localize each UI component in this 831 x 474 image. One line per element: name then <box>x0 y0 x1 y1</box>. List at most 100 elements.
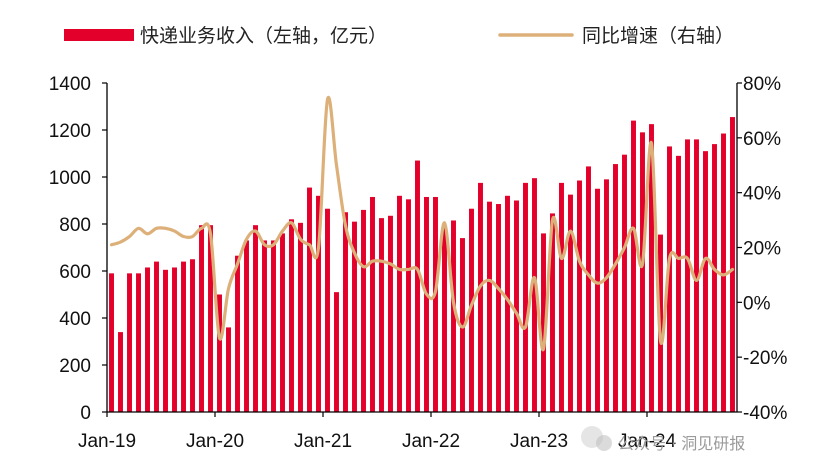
bar <box>676 155 681 412</box>
bar <box>712 144 717 412</box>
bar <box>406 199 411 412</box>
bar <box>190 259 195 412</box>
tick-labels: 0 200 400 600 800 1000 1200 1400 -40% -20% 0% 20% 40… <box>49 74 788 452</box>
bar <box>415 160 420 412</box>
left-axis-tick-label: 0 <box>80 403 91 424</box>
axes <box>102 82 742 417</box>
right-axis-tick-label: -40% <box>743 403 787 424</box>
bar <box>532 178 537 412</box>
bar <box>703 151 708 412</box>
bar <box>559 182 564 413</box>
bar <box>163 269 168 412</box>
left-axis-tick-label: 800 <box>59 215 91 236</box>
bar <box>109 273 114 412</box>
left-axis-tick-label: 1400 <box>49 74 91 95</box>
bar <box>379 218 384 413</box>
growth-line <box>109 95 735 351</box>
bar <box>595 188 600 412</box>
bar <box>451 220 456 412</box>
bar <box>730 117 735 412</box>
bar <box>613 164 618 412</box>
right-axis-tick-label: 60% <box>743 129 781 150</box>
x-axis-tick-label: Jan-24 <box>618 431 677 452</box>
bar <box>334 292 339 412</box>
bar <box>685 139 690 412</box>
bar <box>343 212 348 412</box>
bar <box>145 267 150 412</box>
right-axis-tick-label: -20% <box>743 348 787 369</box>
bar <box>550 213 555 412</box>
left-axis-tick-label: 200 <box>59 356 91 377</box>
bar <box>154 261 159 412</box>
wechat-logo-icon-small <box>596 435 612 451</box>
bar <box>721 133 726 412</box>
bar <box>289 219 294 412</box>
x-axis-tick-label: Jan-21 <box>294 431 352 452</box>
legend-bar-swatch <box>64 29 134 41</box>
bar <box>181 261 186 412</box>
bar <box>496 204 501 412</box>
left-axis-tick-label: 1200 <box>49 121 91 142</box>
bar <box>118 332 123 412</box>
bar <box>487 201 492 412</box>
bar <box>352 221 357 412</box>
bar <box>442 226 447 412</box>
x-axis-tick-label: Jan-22 <box>402 431 460 452</box>
bar <box>505 195 510 412</box>
x-axis-tick-label: Jan-20 <box>186 431 244 452</box>
bar <box>622 154 627 412</box>
bar <box>226 327 231 412</box>
bar <box>271 240 276 412</box>
bar <box>361 209 366 412</box>
bar <box>514 200 519 412</box>
bar <box>640 132 645 412</box>
bar <box>433 196 438 412</box>
watermark: 公众号 · 洞见研报 <box>581 426 745 453</box>
bar <box>172 267 177 412</box>
bar <box>127 273 132 412</box>
right-axis-tick-label: 0% <box>743 293 771 314</box>
bar <box>307 187 312 412</box>
bar <box>667 146 672 412</box>
x-axis-tick-label: Jan-19 <box>78 431 136 452</box>
bar <box>244 240 249 412</box>
bar <box>199 225 204 412</box>
bar <box>235 255 240 412</box>
bar <box>541 233 546 412</box>
bar <box>208 225 213 412</box>
bar <box>262 240 267 412</box>
bar-series <box>109 117 735 413</box>
bar <box>397 195 402 412</box>
watermark-text: 公众号 · 洞见研报 <box>618 434 745 453</box>
right-axis-tick-label: 20% <box>743 239 781 260</box>
bar <box>469 208 474 412</box>
bar <box>478 182 483 413</box>
bar <box>217 294 222 412</box>
legend-bar-label: 快递业务收入（左轴，亿元） <box>140 25 387 47</box>
x-axis-tick-label: Jan-23 <box>510 431 568 452</box>
right-axis-tick-label: 40% <box>743 184 781 205</box>
bar <box>631 120 636 412</box>
bar <box>424 196 429 412</box>
bar <box>568 194 573 413</box>
bar <box>460 238 465 412</box>
bar <box>325 208 330 412</box>
bar <box>388 215 393 412</box>
right-axis-tick-label: 80% <box>743 74 781 95</box>
legend-line-label: 同比增速（右轴） <box>582 25 734 47</box>
legend: 快递业务收入（左轴，亿元） 同比增速（右轴） <box>64 25 734 47</box>
bar <box>694 139 699 412</box>
bar <box>136 273 141 412</box>
bar <box>586 166 591 412</box>
bar <box>316 195 321 412</box>
bar <box>280 233 285 412</box>
bar <box>370 196 375 412</box>
bar <box>523 182 528 413</box>
left-axis-tick-label: 400 <box>59 309 91 330</box>
left-axis-tick-label: 1000 <box>49 168 91 189</box>
bar <box>253 225 258 412</box>
left-axis-tick-label: 600 <box>59 262 91 283</box>
bar <box>604 179 609 412</box>
